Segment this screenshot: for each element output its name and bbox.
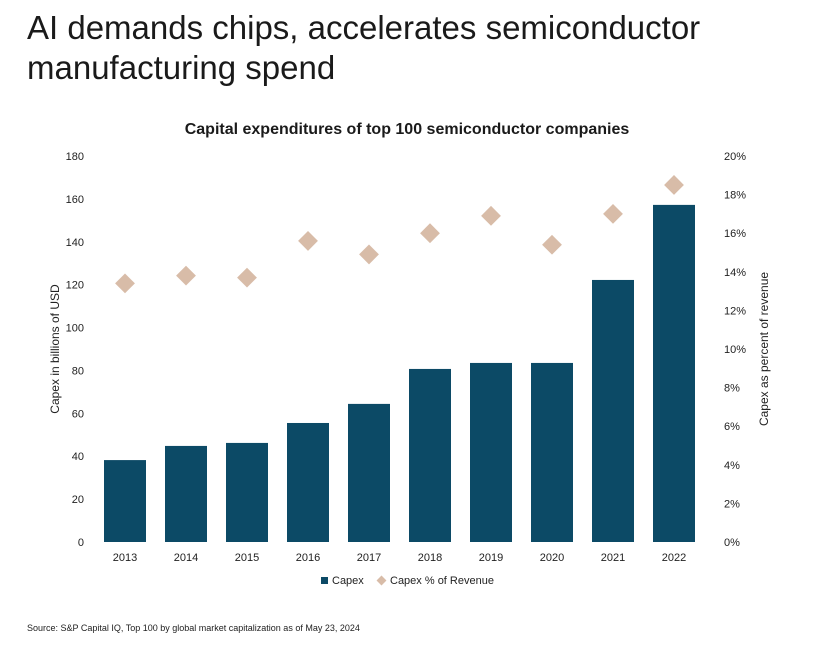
bar-capex-2018 [409,368,451,542]
bar-capex-2013 [104,460,146,542]
y-tick-label: 160 [66,194,84,206]
x-tick-label: 2017 [357,552,381,564]
y-axis-label: Capex in billions of USD [48,284,62,414]
bar-capex-2016 [287,422,329,542]
point-capex-pct-2019 [481,205,501,226]
bar-capex-2014 [165,445,207,542]
y2-tick-label: 0% [724,537,740,549]
x-tick-label: 2013 [113,552,137,564]
y-tick-label: 180 [66,151,84,163]
legend-label-capex-pct: Capex % of Revenue [390,575,494,587]
y-tick-label: 40 [72,451,84,463]
bar-capex-2020 [531,362,573,542]
x-tick-label: 2019 [479,552,503,564]
y2-tick-label: 4% [724,460,740,472]
point-capex-pct-2020 [542,234,562,255]
bar-capex-2022 [653,204,695,543]
y2-tick-label: 16% [724,228,746,240]
y-tick-label: 140 [66,237,84,249]
legend-swatch-capex [321,577,328,584]
bar-capex-2019 [470,362,512,542]
y-tick-label: 0 [78,537,84,549]
legend-swatch-capex-pct [376,575,387,586]
point-capex-pct-2014 [176,265,196,286]
x-tick-label: 2014 [174,552,198,564]
y2-tick-label: 12% [724,305,746,317]
y2-tick-label: 10% [724,344,746,356]
y-tick-label: 60 [72,408,84,420]
legend-label-capex: Capex [332,575,364,587]
point-capex-pct-2022 [664,175,684,195]
source-note: Source: S&P Capital IQ, Top 100 by globa… [27,623,360,633]
bar-capex-2017 [348,403,390,542]
legend: Capex Capex % of Revenue [321,575,494,587]
y2-tick-label: 2% [724,498,740,510]
x-tick-label: 2016 [296,552,320,564]
x-tick-label: 2018 [418,552,442,564]
y-tick-label: 100 [66,323,84,335]
point-capex-pct-2013 [115,273,135,294]
bar-capex-2021 [592,279,634,542]
point-capex-pct-2016 [298,231,318,251]
x-tick-label: 2015 [235,552,259,564]
x-tick-label: 2022 [662,552,686,564]
x-tick-label: 2021 [601,552,625,564]
y2-tick-label: 6% [724,421,740,433]
point-capex-pct-2021 [603,204,623,224]
x-tick-label: 2020 [540,552,564,564]
headline: AI demands chips, accelerates semiconduc… [27,9,701,86]
y2-tick-label: 18% [724,190,746,202]
y-tick-label: 120 [66,280,84,292]
y-tick-label: 20 [72,494,84,506]
y2-tick-label: 20% [724,151,746,163]
point-capex-pct-2015 [237,267,257,288]
point-capex-pct-2017 [359,244,379,265]
y2-axis-label: Capex as percent of revenue [757,272,771,426]
y2-tick-label: 14% [724,267,746,279]
point-capex-pct-2018 [420,223,440,244]
bar-capex-2015 [226,442,268,542]
chart-title: Capital expenditures of top 100 semicond… [185,121,630,138]
y-tick-label: 80 [72,365,84,377]
y2-tick-label: 8% [724,383,740,395]
